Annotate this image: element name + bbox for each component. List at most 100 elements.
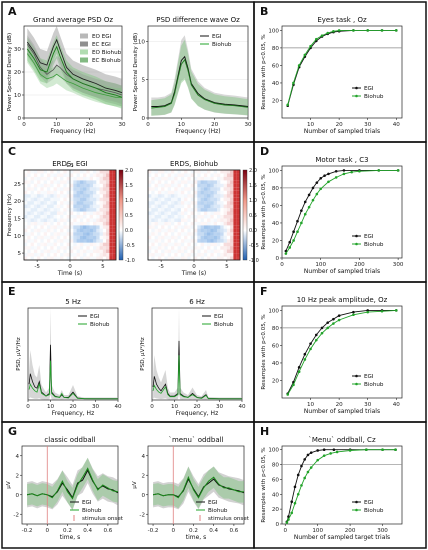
legend-marker <box>355 382 358 386</box>
heatmap-cell <box>161 208 165 212</box>
heatmap-cell <box>24 242 28 247</box>
heatmap-cell <box>210 176 214 181</box>
y-tick-label: 0 <box>275 256 279 262</box>
heatmap-cell <box>57 257 60 260</box>
heatmap-cell <box>154 239 158 243</box>
heatmap-cell <box>89 235 93 240</box>
heatmap-cell <box>106 211 110 215</box>
heatmap-cell <box>194 239 197 242</box>
data-point <box>307 205 311 209</box>
heatmap-cell <box>70 187 74 191</box>
heatmap-cell <box>177 201 181 205</box>
heatmap-cell <box>223 235 227 240</box>
heatmap-cell <box>154 201 158 205</box>
heatmap-cell <box>70 225 74 229</box>
heatmap-cell <box>217 218 221 222</box>
heatmap-cell <box>76 176 80 181</box>
heatmap-cell <box>27 253 31 257</box>
heatmap-cell <box>236 183 240 188</box>
heatmap-cell <box>164 246 168 250</box>
heatmap-cell <box>83 208 87 212</box>
heatmap-cell <box>236 197 240 202</box>
heatmap-cell <box>96 187 100 191</box>
heatmap-cell <box>174 187 178 191</box>
heatmap-cell <box>161 183 165 188</box>
heatmap-cell <box>50 256 54 260</box>
heatmap-cell <box>63 253 66 256</box>
heatmap-cell <box>27 194 31 198</box>
heatmap-cell <box>102 225 107 229</box>
heatmap-cell <box>197 208 201 212</box>
heatmap-cell <box>109 239 113 243</box>
data-point <box>309 342 312 345</box>
heatmap-cell <box>223 194 227 198</box>
heatmap-cell <box>230 201 234 205</box>
heatmap-cell <box>73 194 77 198</box>
heatmap-cell <box>66 176 70 181</box>
heatmap-cell <box>220 194 224 198</box>
x-tick-label: 0.6 <box>103 528 112 534</box>
heatmap-cell <box>73 218 77 222</box>
heatmap-cell <box>89 256 93 260</box>
heatmap-cell <box>47 222 50 225</box>
x-axis-label: Number of sampled target trials <box>294 534 390 541</box>
heatmap-cell <box>226 256 231 260</box>
data-point <box>316 449 319 452</box>
heatmap-cell <box>63 197 67 202</box>
heatmap-cell <box>63 180 67 184</box>
heatmap-cell <box>89 208 93 212</box>
x-tick-label: 5 <box>225 264 229 270</box>
heatmap-cell <box>190 183 194 188</box>
y-axis-label: μV <box>132 481 138 489</box>
heatmap-cell <box>70 183 74 188</box>
heatmap-cell <box>43 180 47 184</box>
x-tick-label: 40 <box>238 404 246 410</box>
x-tick-label: 10 <box>53 122 61 128</box>
heatmap-cell <box>73 225 77 229</box>
heatmap-cell <box>207 204 211 209</box>
y-tick-label: 100 <box>268 28 279 34</box>
heatmap-cell <box>203 197 208 202</box>
heatmap-cell <box>102 197 107 202</box>
heatmap-cell <box>151 190 155 195</box>
heatmap-cell <box>180 228 185 233</box>
heatmap-cell <box>30 232 34 236</box>
heatmap-cell <box>66 232 70 236</box>
heatmap-cell <box>167 242 171 247</box>
heatmap-cell <box>194 228 198 233</box>
heatmap-cell <box>213 170 217 174</box>
heatmap-cell <box>207 183 211 188</box>
heatmap-cell <box>89 176 93 181</box>
heatmap-cell <box>73 253 77 257</box>
heatmap-cell <box>50 242 54 247</box>
x-tick-label: 0.2 <box>63 528 72 534</box>
heatmap-cell <box>203 249 208 254</box>
heatmap-cell <box>194 246 198 250</box>
heatmap-cell <box>79 256 84 260</box>
heatmap-cell <box>158 219 161 222</box>
x-tick-label: 0.6 <box>229 528 238 534</box>
colorbar-tick-label: 1.0 <box>249 198 257 204</box>
heatmap-cell <box>50 246 54 250</box>
heatmap-cell <box>230 232 234 236</box>
heatmap-cell <box>203 221 208 226</box>
chart-title: 10 Hz peak amplitude, Oz <box>297 296 388 304</box>
heatmap-cell <box>106 190 110 195</box>
heatmap-cell <box>37 228 41 233</box>
chart-title: `Menu` oddball, Cz <box>308 436 376 444</box>
heatmap-cell <box>40 194 44 198</box>
y-tick-label: -2 <box>139 512 145 518</box>
heatmap-cell <box>151 222 154 225</box>
heatmap-cell <box>27 208 31 212</box>
heatmap-cell <box>43 232 47 236</box>
heatmap-cell <box>171 180 175 184</box>
heatmap-cell <box>80 250 83 253</box>
heatmap-cell <box>148 253 151 256</box>
heatmap-cell <box>210 222 213 225</box>
heatmap-cell <box>112 225 116 229</box>
heatmap-cell <box>177 249 181 254</box>
heatmap-cell <box>83 215 87 219</box>
heatmap-cell <box>207 218 211 222</box>
heatmap-cell <box>93 235 97 240</box>
heatmap-cell <box>43 170 47 174</box>
